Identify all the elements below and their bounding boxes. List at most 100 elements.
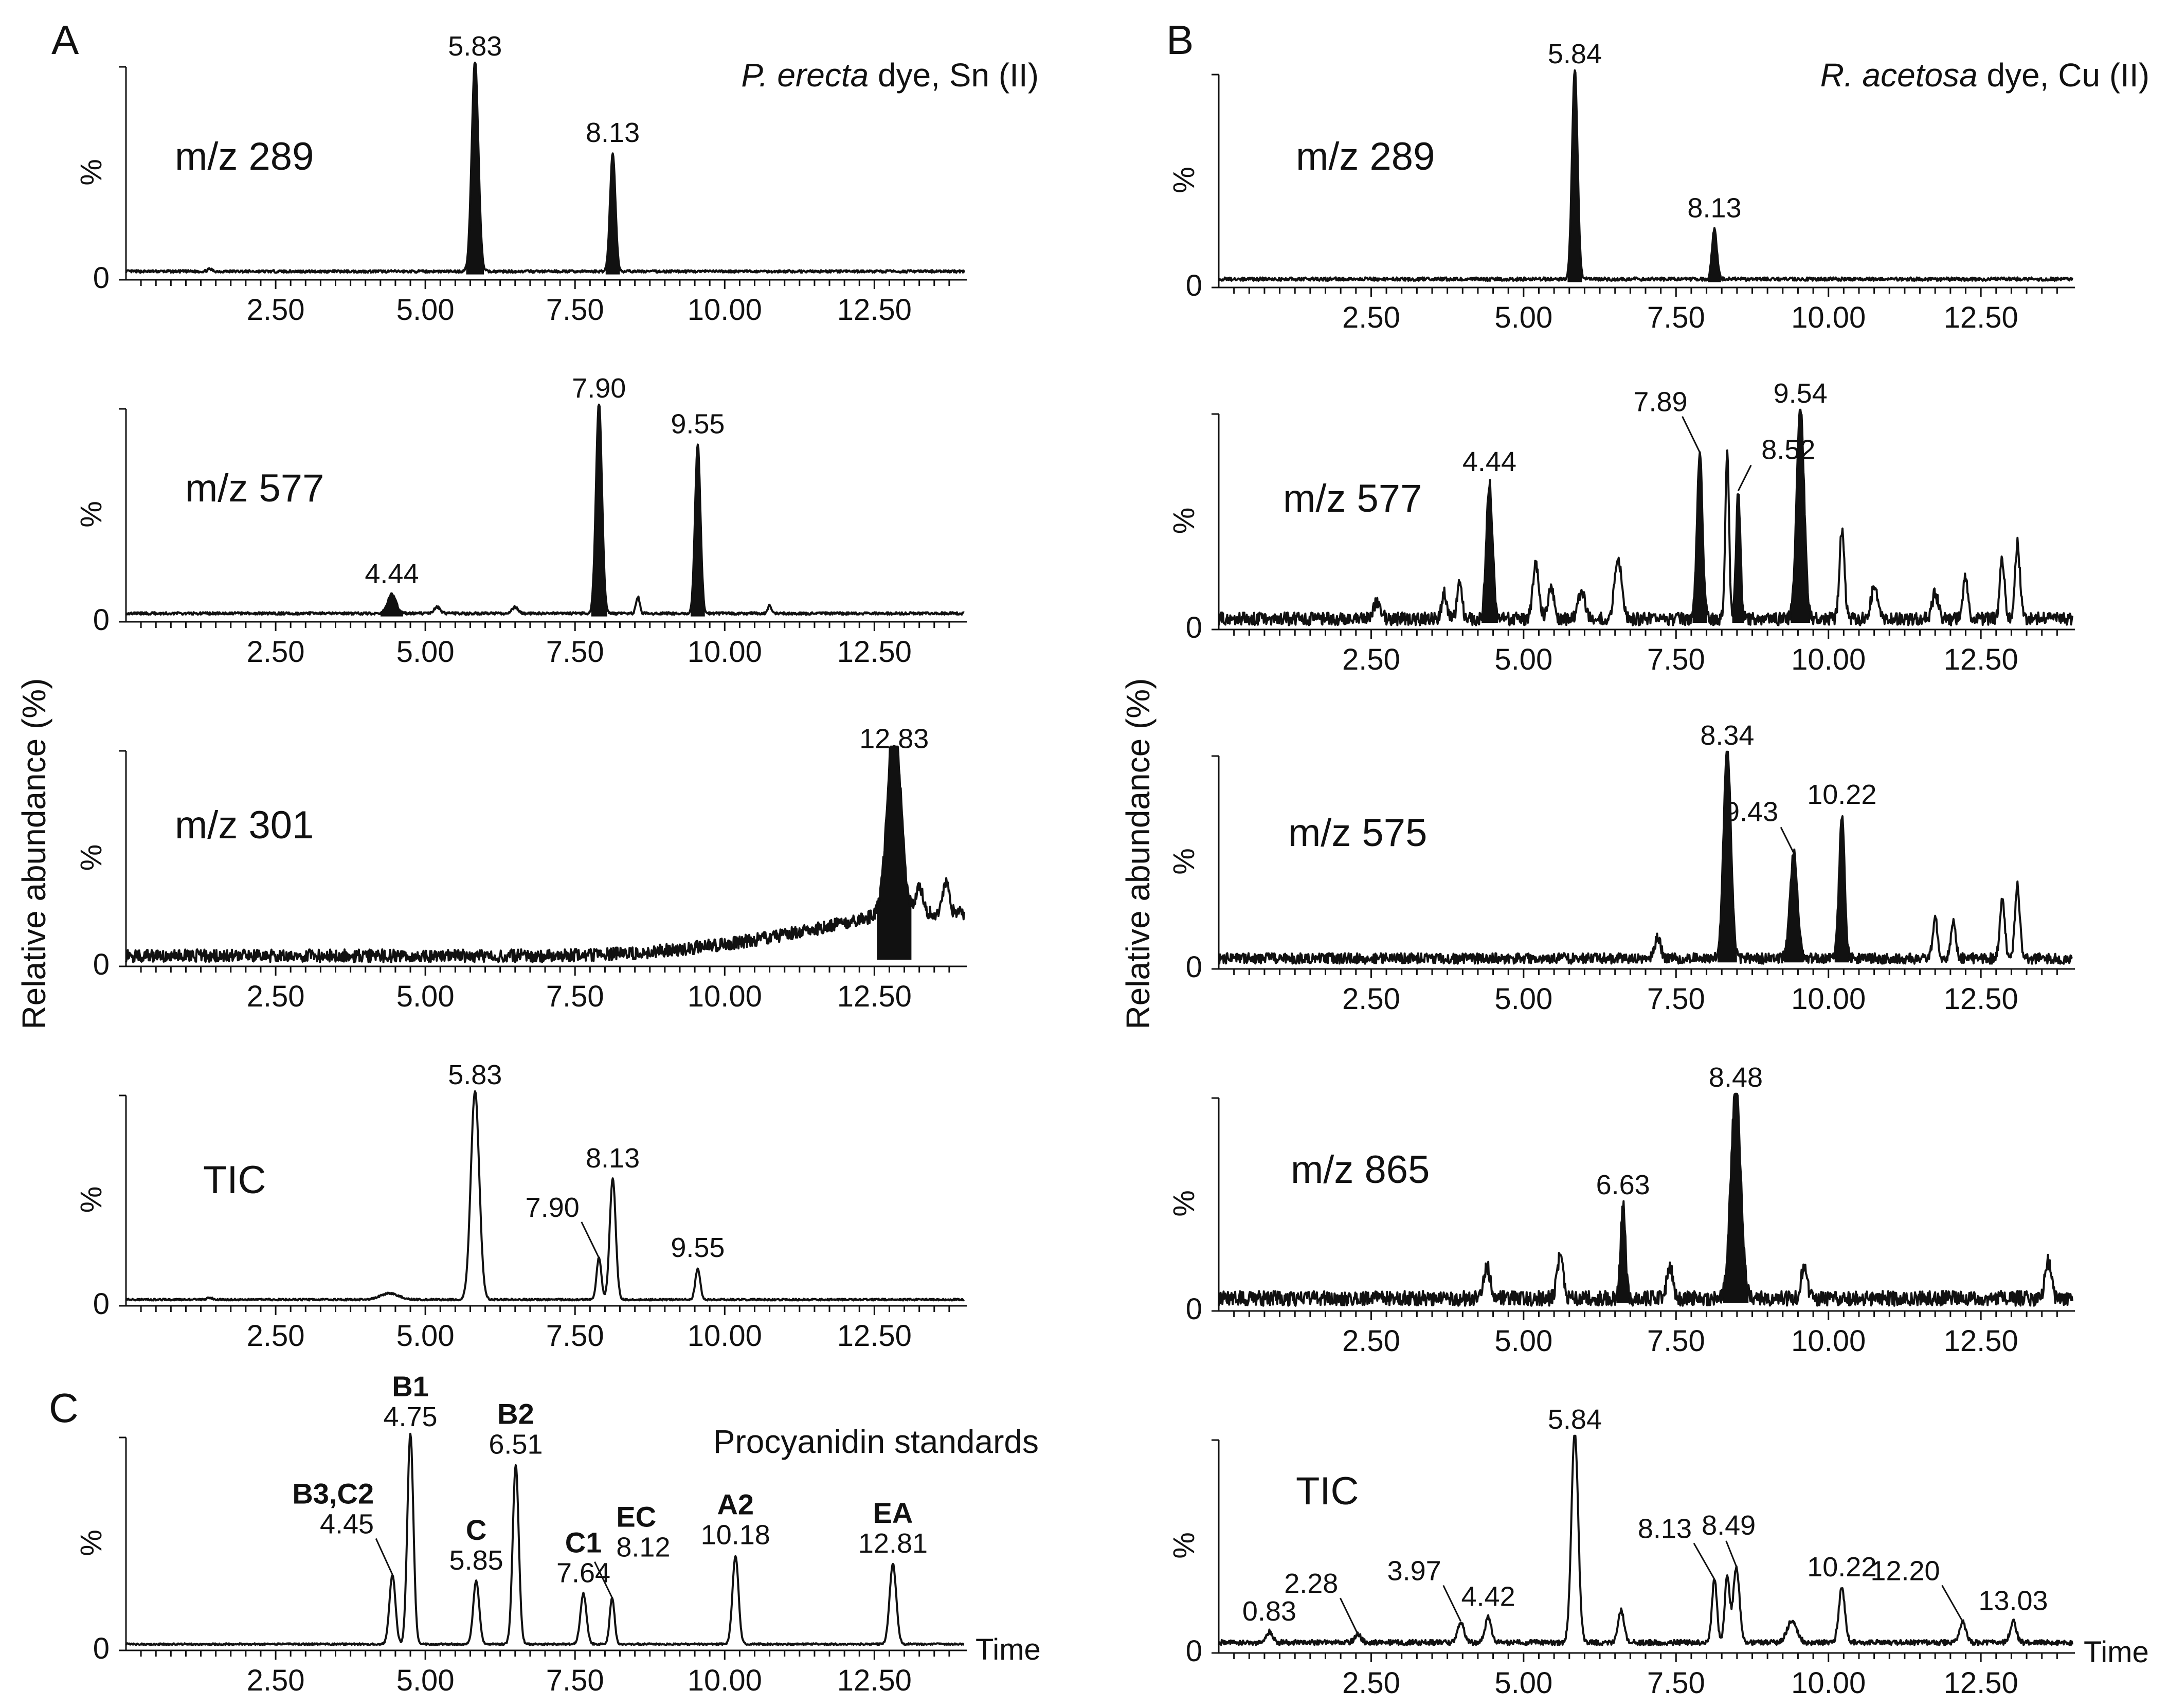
chart-b4: 2.50 5.00 7.50 10.00 12.50 0% m/z 865 6.63 8.48 — [1167, 1062, 2075, 1358]
x-tick-label: 5.00 — [1494, 982, 1552, 1016]
x-tick-label: 5.00 — [396, 980, 455, 1013]
peak-label: 5.85 — [449, 1545, 503, 1576]
y-axis-percent-label: % — [1167, 508, 1201, 534]
x-axis-time-label: Time — [2084, 1635, 2149, 1669]
peak-label: 8.12 — [616, 1532, 670, 1563]
x-tick-label: 2.50 — [247, 1319, 305, 1353]
y-tick-label-zero: 0 — [93, 1287, 110, 1321]
trace-title: m/z 865 — [1291, 1148, 1430, 1192]
compound-label: C — [466, 1514, 486, 1546]
chart-b2: 2.50 5.00 7.50 10.00 12.50 0% m/z 577 4.44 7.89 8… — [1167, 378, 2075, 676]
x-tick-label: 2.50 — [247, 635, 305, 669]
x-tick-label: 7.50 — [546, 293, 604, 327]
trace-line — [1218, 750, 2073, 965]
peak-label: 5.83 — [448, 1059, 502, 1090]
peak-leader-line — [1442, 1585, 1462, 1622]
peak-label: 9.55 — [671, 409, 725, 440]
trace-line — [125, 403, 965, 616]
peak-label: 7.64 — [556, 1557, 610, 1588]
peak-label: 9.43 — [1724, 797, 1778, 828]
x-tick-label: 5.00 — [1494, 1324, 1552, 1358]
peak-label: 4.42 — [1461, 1581, 1515, 1612]
peak-label: 7.90 — [572, 373, 626, 404]
chart-b5: 2.50 5.00 7.50 10.00 12.50 0% TIC 0.832.28 3.97 4… — [1167, 1404, 2149, 1700]
x-tick-label: 12.50 — [837, 635, 912, 669]
trace-line — [1218, 69, 2073, 282]
compound-label: EC — [616, 1501, 656, 1533]
x-tick-label: 2.50 — [1342, 1324, 1400, 1358]
peak-leader-line — [1339, 1597, 1359, 1634]
x-tick-label: 5.00 — [1494, 301, 1552, 334]
x-tick-label: 5.00 — [396, 1319, 455, 1353]
trace-line — [125, 1090, 965, 1302]
x-tick-label: 2.50 — [1342, 643, 1400, 676]
x-tick-label: 7.50 — [1647, 1324, 1705, 1358]
trace-title: TIC — [203, 1158, 266, 1202]
peak-label: 0.83 — [1242, 1596, 1296, 1627]
peak-label: 9.54 — [1774, 378, 1828, 409]
peak-label: 5.83 — [448, 31, 502, 62]
compound-label: B3,C2 — [292, 1478, 374, 1510]
x-tick-label: 7.50 — [1647, 643, 1705, 676]
trace-line — [1218, 1092, 2073, 1307]
x-tick-label: 10.00 — [688, 980, 762, 1013]
peak-label: 4.44 — [365, 559, 419, 589]
chart-a2: 2.50 5.00 7.50 10.00 12.50 0% m/z 577 4.44 7.90 9… — [75, 373, 967, 669]
y-axis-percent-label: % — [1167, 848, 1201, 875]
peak-leader-line — [1737, 464, 1752, 492]
peak-leader-line — [375, 1538, 393, 1575]
x-tick-label: 5.00 — [396, 635, 455, 669]
x-tick-label: 12.50 — [837, 1664, 912, 1697]
panel-letter-a: A — [51, 17, 79, 63]
x-tick-label: 10.00 — [1791, 301, 1866, 334]
trace-title: m/z 577 — [185, 466, 324, 510]
peak-leader-line — [1693, 1542, 1715, 1580]
panel-b-title: R. acetosa dye, Cu (II) — [1820, 57, 2149, 94]
y-tick-label-zero: 0 — [93, 261, 110, 295]
trace-title: m/z 289 — [175, 135, 314, 178]
x-tick-label: 7.50 — [1647, 982, 1705, 1016]
peak-label: 6.63 — [1596, 1170, 1650, 1200]
x-tick-label: 12.50 — [1944, 643, 2018, 676]
peak-label: 9.55 — [671, 1232, 725, 1263]
y-tick-label-zero: 0 — [1186, 1292, 1202, 1326]
chart-a1: 2.50 5.00 7.50 10.00 12.50 0% m/z 289 5.83 8.13 — [75, 31, 967, 327]
x-tick-label: 12.50 — [837, 980, 912, 1013]
peak-label: 5.84 — [1548, 1404, 1602, 1435]
trace-line — [125, 61, 965, 274]
peak-label: 12.83 — [859, 724, 929, 754]
y-tick-label-zero: 0 — [1186, 1634, 1202, 1668]
panel-b-title-rest: dye, Cu (II) — [1978, 57, 2149, 94]
chart-b3: 2.50 5.00 7.50 10.00 12.50 0% m/z 575 8.34 9.43 1… — [1167, 720, 2075, 1016]
y-axis-title-left: Relative abundance (%) — [15, 678, 52, 1029]
y-axis-title-right: Relative abundance (%) — [1119, 678, 1157, 1029]
trace-title: m/z 289 — [1296, 135, 1435, 178]
peak-label: 6.51 — [489, 1429, 543, 1460]
peak-leader-line — [581, 1221, 600, 1258]
peak-label: 7.90 — [526, 1192, 580, 1223]
peak-label: 8.13 — [586, 1143, 640, 1174]
y-tick-label-zero: 0 — [1186, 950, 1202, 984]
x-tick-label: 5.00 — [1494, 643, 1552, 676]
panel-letter-b: B — [1166, 17, 1194, 63]
x-tick-label: 12.50 — [837, 1319, 912, 1353]
x-tick-label: 2.50 — [247, 1664, 305, 1697]
peak-label: 8.34 — [1700, 720, 1754, 751]
y-axis-percent-label: % — [75, 501, 108, 528]
x-tick-label: 2.50 — [1342, 982, 1400, 1016]
y-axis-percent-label: % — [75, 1186, 108, 1213]
y-axis-percent-label: % — [1167, 167, 1201, 193]
peak-label: 5.84 — [1548, 39, 1602, 69]
x-tick-label: 12.50 — [837, 293, 912, 327]
peak-fill — [1784, 849, 1803, 963]
peak-label: 4.45 — [320, 1509, 374, 1540]
peak-leader-line — [594, 1561, 613, 1598]
compound-label: B1 — [392, 1370, 429, 1403]
x-tick-label: 12.50 — [1944, 301, 2018, 334]
peak-label: 4.75 — [383, 1401, 437, 1432]
peak-leader-line — [1941, 1585, 1963, 1622]
x-tick-label: 2.50 — [1342, 1666, 1400, 1700]
peak-label: 12.20 — [1870, 1556, 1940, 1587]
